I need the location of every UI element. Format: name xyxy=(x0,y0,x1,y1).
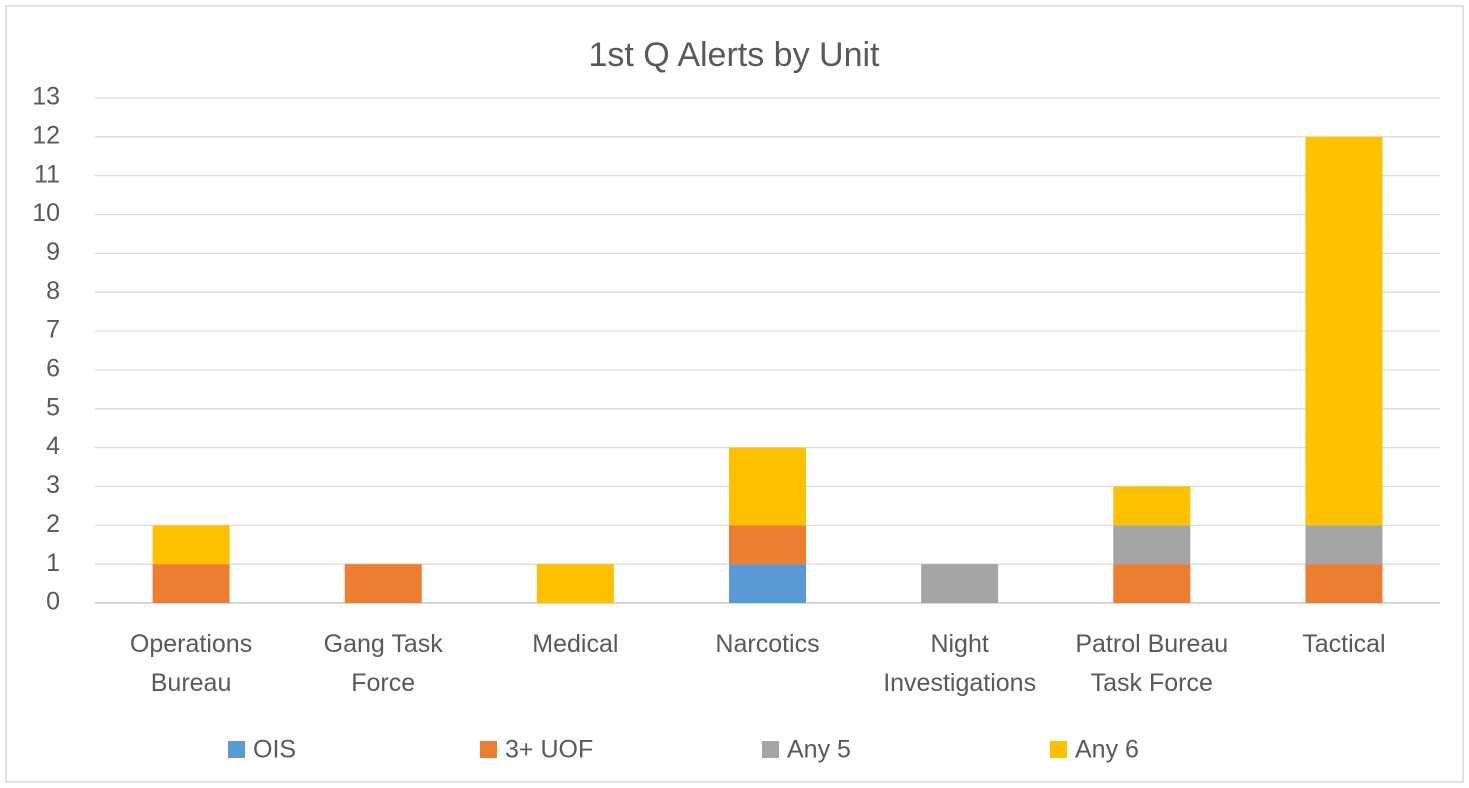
chart-title: 1st Q Alerts by Unit xyxy=(589,36,881,74)
bar-segment xyxy=(1305,136,1383,526)
y-tick-label: 9 xyxy=(46,238,60,266)
y-tick-label: 6 xyxy=(46,355,60,383)
chart-frame xyxy=(5,5,1464,783)
bar-segment xyxy=(344,564,422,603)
legend-swatch xyxy=(228,741,245,758)
y-tick-label: 13 xyxy=(32,83,60,111)
x-tick-label: Tactical xyxy=(1302,630,1385,658)
bar-segment xyxy=(152,564,230,603)
x-tick-label: Narcotics xyxy=(715,630,819,658)
bar-segment xyxy=(729,564,806,603)
y-tick-label: 3 xyxy=(46,471,60,499)
x-tick-label: Night Investigations xyxy=(883,630,1036,697)
legend-label: OIS xyxy=(253,736,296,764)
bar-segment xyxy=(1113,486,1191,526)
x-tick-label: Medical xyxy=(532,630,618,658)
y-tick-label: 12 xyxy=(32,121,60,149)
y-tick-label: 5 xyxy=(46,393,60,421)
y-tick-label: 8 xyxy=(46,277,60,305)
bar-segment xyxy=(1113,525,1191,565)
y-tick-label: 4 xyxy=(46,432,60,460)
legend-swatch xyxy=(480,741,497,758)
bar-segment xyxy=(1305,525,1383,565)
y-tick-label: 10 xyxy=(32,199,60,227)
legend-label: Any 5 xyxy=(787,736,851,764)
legend-swatch xyxy=(1050,741,1067,758)
y-tick-label: 2 xyxy=(46,510,60,538)
bar-segment xyxy=(536,564,614,603)
bar-segment xyxy=(729,525,806,565)
x-tick-label: Operations Bureau xyxy=(130,630,252,697)
x-tick-label: Patrol Bureau Task Force xyxy=(1075,630,1228,697)
x-tick-label: Gang Task Force xyxy=(324,630,444,697)
legend-label: 3+ UOF xyxy=(505,736,593,764)
y-tick-label: 11 xyxy=(34,160,60,188)
y-tick-label: 7 xyxy=(46,316,60,344)
bar-segment xyxy=(921,564,999,603)
bar-segment xyxy=(152,525,230,565)
bar-segment xyxy=(1113,564,1191,603)
y-tick-label: 0 xyxy=(46,588,60,616)
bar-segment xyxy=(1305,564,1383,603)
legend-label: Any 6 xyxy=(1075,736,1139,764)
bar-segment xyxy=(729,447,806,526)
legend-swatch xyxy=(762,741,779,758)
y-tick-label: 1 xyxy=(46,549,60,577)
